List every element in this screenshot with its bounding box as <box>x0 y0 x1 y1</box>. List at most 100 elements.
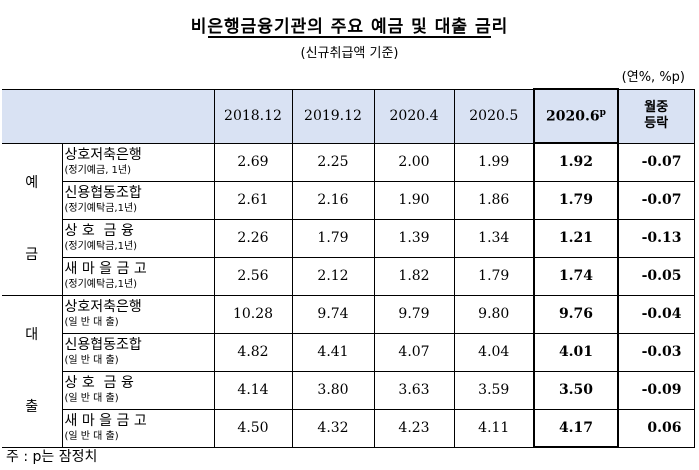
institution-cell: 상호저축은행 (정기예금, 1년) <box>61 142 215 182</box>
col-header: 2020.5 <box>453 88 535 144</box>
institution-cell: 상 호 금 융 (일 반 대 출) <box>61 370 215 410</box>
rate-value: 1.21 <box>533 218 619 258</box>
institution-name: 새 마 을 금 고 <box>64 261 147 277</box>
table-row: 신용협동조합 (정기예탁금,1년) 2.61 2.16 1.90 1.86 1.79 -0.0… <box>2 180 695 220</box>
rate-value: 1.86 <box>453 180 535 220</box>
rate-value: 9.74 <box>291 294 375 334</box>
change-value: -0.03 <box>617 332 695 372</box>
product-type: (일 반 대 출) <box>64 431 119 442</box>
rate-value: 4.04 <box>453 332 535 372</box>
header-corner <box>2 88 215 144</box>
group-label: 대 출 <box>2 294 63 448</box>
rate-value: 3.63 <box>373 370 455 410</box>
rate-value: 9.79 <box>373 294 455 334</box>
table-row: 새 마 을 금 고 (정기예탁금,1년) 2.56 2.12 1.82 1.79 1.74-… <box>2 256 695 296</box>
unit-label: (연%, %p) <box>621 70 685 85</box>
table-row: 신용협동조합 (일 반 대 출) 4.82 4.41 4.07 4.04 4.01 -0.03 <box>2 332 695 372</box>
col-header-current-label: 2020.6 <box>546 108 600 125</box>
rate-value: 4.07 <box>373 332 455 372</box>
prelim-mark: p <box>599 107 606 118</box>
rate-value: 4.82 <box>213 332 293 372</box>
rate-value: 2.12 <box>291 256 375 296</box>
institution-cell: 새 마 을 금 고 (정기예탁금,1년) <box>61 256 215 296</box>
institution-name: 신용협동조합 <box>64 337 142 353</box>
page-title: 비은행금융기관의 주요 예금 및 대출 금리 <box>190 17 509 37</box>
institution-name: 신용협동조합 <box>64 185 142 201</box>
rate-value: 3.59 <box>453 370 535 410</box>
change-header-line2: 등락 <box>644 116 669 131</box>
rate-value: 1.92 <box>533 142 619 182</box>
institution-cell: 신용협동조합 (정기예탁금,1년) <box>61 180 215 220</box>
product-type: (일 반 대 출) <box>64 317 119 328</box>
rate-value: 2.25 <box>291 142 375 182</box>
change-value: -0.05 <box>617 256 695 296</box>
table-row: 예 금 상호저축은행 (정기예금, 1년) 2.69 2.25 2.00 1.99 1.92-… <box>2 142 695 296</box>
rate-value: 1.79 <box>453 256 535 296</box>
col-header: 2020.4 <box>373 88 455 144</box>
rate-value: 4.14 <box>213 370 293 410</box>
rate-value: 2.00 <box>373 142 455 182</box>
rate-value: 2.56 <box>213 256 293 296</box>
change-value: -0.13 <box>617 218 695 258</box>
rate-value: 4.17 <box>533 408 619 448</box>
rate-value: 1.34 <box>453 218 535 258</box>
product-type: (정기예탁금,1년) <box>64 203 138 214</box>
rate-value: 2.69 <box>213 142 293 182</box>
product-type: (정기예탁금,1년) <box>64 279 138 290</box>
rate-value: 3.80 <box>291 370 375 410</box>
rate-value: 4.23 <box>373 408 455 448</box>
table-row: 상 호 금 융 (일 반 대 출) 4.14 3.80 3.63 3.59 3.50 -0.0… <box>2 370 695 410</box>
rate-value: 2.16 <box>291 180 375 220</box>
rate-value: 2.61 <box>213 180 293 220</box>
product-type: (정기예금, 1년) <box>64 165 132 176</box>
page-subtitle: (신규취급액 기준) <box>300 46 399 61</box>
change-value: -0.09 <box>617 370 695 410</box>
rate-value: 1.82 <box>373 256 455 296</box>
col-header: 2018.12 <box>213 88 293 144</box>
rate-value: 4.32 <box>291 408 375 448</box>
product-type: (일 반 대 출) <box>64 393 119 404</box>
table-row: 새 마 을 금 고 (일 반 대 출) 4.50 4.32 4.23 4.11 4.17 0.… <box>2 408 695 448</box>
rate-value: 2.26 <box>213 218 293 258</box>
rate-value: 9.80 <box>453 294 535 334</box>
institution-name: 상 호 금 융 <box>64 223 134 239</box>
rate-value: 1.99 <box>453 142 535 182</box>
rate-value: 1.90 <box>373 180 455 220</box>
title-underline <box>208 36 491 38</box>
change-value: -0.07 <box>617 142 695 182</box>
rate-value: 3.50 <box>533 370 619 410</box>
product-type: (일 반 대 출) <box>64 355 119 366</box>
institution-name: 상호저축은행 <box>64 299 142 315</box>
interest-rate-table: 2018.12 2019.12 2020.4 2020.5 2020.6p 월중… <box>2 88 695 448</box>
product-type: (정기예탁금,1년) <box>64 241 138 252</box>
institution-name: 상 호 금 융 <box>64 375 134 391</box>
table-row: 대 출 상호저축은행 (일 반 대 출) 10.28 9.74 9.79 9.80 9.76-… <box>2 294 695 448</box>
rate-value: 9.76 <box>533 294 619 334</box>
institution-cell: 신용협동조합 (일 반 대 출) <box>61 332 215 372</box>
institution-name: 상호저축은행 <box>64 147 142 163</box>
header-row: 2018.12 2019.12 2020.4 2020.5 2020.6p 월중… <box>2 88 695 144</box>
rate-value: 10.28 <box>213 294 293 334</box>
col-header: 2019.12 <box>291 88 375 144</box>
group-label: 예 금 <box>2 142 63 296</box>
institution-cell: 새 마 을 금 고 (일 반 대 출) <box>61 408 215 448</box>
institution-name: 새 마 을 금 고 <box>64 413 147 429</box>
change-value: -0.04 <box>617 294 695 334</box>
institution-cell: 상 호 금 융 (정기예탁금,1년) <box>61 218 215 258</box>
rate-value: 1.74 <box>533 256 619 296</box>
change-value: -0.07 <box>617 180 695 220</box>
institution-cell: 상호저축은행 (일 반 대 출) <box>61 294 215 334</box>
table-row: 상 호 금 융 (정기예탁금,1년) 2.26 1.79 1.39 1.34 1.21 -0.… <box>2 218 695 258</box>
rate-value: 1.79 <box>533 180 619 220</box>
rate-value: 4.11 <box>453 408 535 448</box>
rate-value: 1.79 <box>291 218 375 258</box>
rate-value: 1.39 <box>373 218 455 258</box>
col-header-current: 2020.6p <box>533 88 619 144</box>
rate-value: 4.50 <box>213 408 293 448</box>
rate-value: 4.41 <box>291 332 375 372</box>
col-header-change: 월중 등락 <box>617 88 695 144</box>
rate-value: 4.01 <box>533 332 619 372</box>
change-value: 0.06 <box>617 408 695 448</box>
footnote: 주 : p는 잠정치 <box>6 449 98 465</box>
change-header-line1: 월중 <box>644 100 669 115</box>
